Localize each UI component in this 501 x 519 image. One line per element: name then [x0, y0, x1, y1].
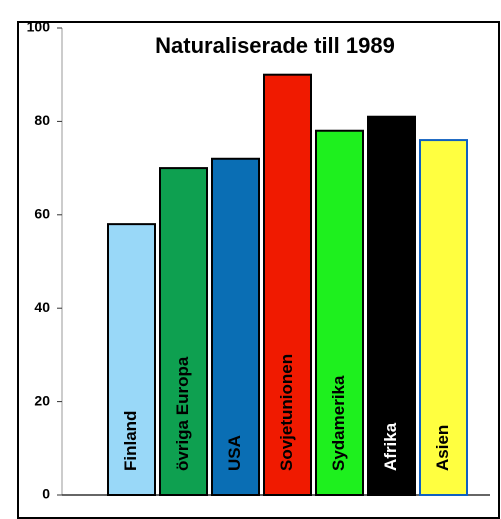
frame: [17, 21, 500, 519]
bar-label: Afrika: [381, 422, 400, 471]
y-tick-label: 40: [34, 299, 50, 315]
bar-label: Sydamerika: [329, 375, 348, 471]
bar: [211, 157, 260, 496]
bar: [367, 115, 416, 496]
bar-label: USA: [225, 435, 244, 471]
bar: [419, 139, 468, 497]
bar-label: Finland: [121, 411, 140, 471]
chart-title: Naturaliserade till 1989: [155, 33, 395, 58]
y-tick-label: 60: [34, 206, 50, 222]
bar: [107, 223, 156, 496]
bar-label: övriga Europa: [173, 356, 192, 471]
y-tick-label: 80: [34, 112, 50, 128]
bar: [315, 129, 364, 497]
y-tick-label: 0: [42, 486, 50, 502]
y-tick-label: 100: [27, 19, 51, 35]
bar: [159, 167, 208, 496]
y-tick-label: 20: [34, 392, 50, 408]
bar-label: Asien: [433, 425, 452, 471]
bar-label: Sovjetunionen: [277, 354, 296, 471]
bar: [263, 73, 312, 496]
